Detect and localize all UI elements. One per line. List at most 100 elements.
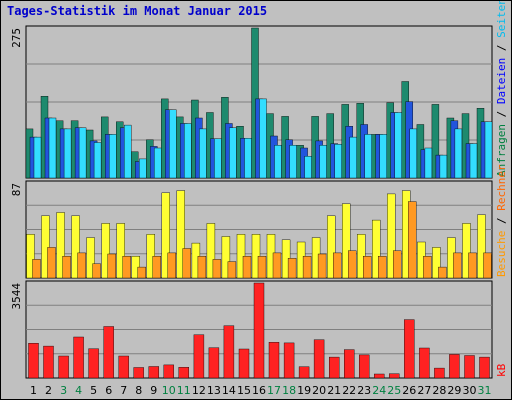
bar-kb-day-1: [28, 343, 39, 379]
bar-kb-day-10: [163, 364, 175, 379]
bar-seiten-day-1: [33, 136, 42, 179]
bar-rechner-day-6: [107, 253, 116, 279]
bar-seiten-day-6: [108, 134, 117, 179]
bar-seiten-day-5: [93, 142, 102, 179]
bar-seiten-day-27: [424, 147, 433, 179]
bar-seiten-day-28: [439, 154, 448, 179]
bar-rechner-day-14: [227, 261, 237, 279]
bar-seiten-day-2: [48, 117, 57, 179]
bar-rechner-day-21: [333, 252, 342, 279]
bar-kb-day-29: [449, 354, 460, 379]
bar-besuche-day-11: [176, 190, 186, 279]
bar-kb-day-31: [479, 356, 490, 379]
bar-rechner-day-2: [47, 247, 56, 279]
legend-text: Anfragen: [495, 124, 508, 177]
bar-rechner-day-26: [408, 201, 417, 279]
bar-kb-day-9: [148, 366, 160, 379]
bar-besuche-day-4: [71, 215, 80, 279]
ytick-middle: 87: [10, 183, 23, 196]
bar-besuche-day-28: [432, 247, 441, 279]
bar-seiten-day-14: [229, 127, 237, 179]
bar-seiten-day-31: [484, 121, 493, 179]
legend-bottom: kB: [495, 363, 508, 377]
day-label-9: 9: [150, 384, 157, 397]
bar-kb-day-3: [58, 355, 69, 379]
bar-kb-day-7: [118, 355, 129, 379]
bar-seiten-day-26: [409, 128, 417, 179]
bar-kb-day-16: [253, 282, 265, 379]
day-label-11: 11: [177, 384, 191, 397]
bar-seiten-day-8: [138, 158, 147, 179]
day-label-17: 17: [267, 384, 281, 397]
day-label-1: 1: [30, 384, 37, 397]
bar-besuche-day-2: [41, 215, 50, 279]
bar-kb-day-11: [178, 367, 190, 379]
day-label-19: 19: [297, 384, 311, 397]
legend-text: Rechner: [495, 164, 508, 211]
bar-seiten-day-30: [469, 143, 478, 179]
bar-besuche-day-6: [101, 223, 110, 279]
bar-kb-day-25: [389, 373, 400, 379]
bar-kb-day-27: [419, 347, 430, 379]
bar-kb-day-18: [283, 342, 295, 379]
day-label-5: 5: [90, 384, 97, 397]
bar-seiten-day-10: [169, 109, 177, 179]
bar-rechner-day-28: [438, 266, 447, 279]
day-label-20: 20: [312, 384, 326, 397]
bar-seiten-day-25: [394, 112, 402, 179]
day-label-29: 29: [447, 384, 461, 397]
day-label-8: 8: [135, 384, 142, 397]
day-label-27: 27: [417, 384, 431, 397]
bar-besuche-day-14: [221, 236, 231, 279]
bar-besuche-day-21: [327, 215, 336, 279]
bar-rechner-day-27: [423, 255, 432, 279]
bar-seiten-day-9: [154, 147, 162, 179]
bar-rechner-day-3: [62, 255, 71, 279]
bar-kb-day-14: [223, 325, 235, 379]
bar-seiten-day-21: [334, 143, 342, 179]
bar-rechner-day-22: [348, 250, 357, 279]
bar-besuche-day-25: [387, 193, 396, 279]
legend-top: Anfragen / Dateien / Seiten: [495, 1, 508, 177]
bar-seiten-day-12: [199, 128, 207, 179]
bar-besuche-day-10: [161, 192, 171, 279]
bar-kb-day-15: [238, 348, 250, 379]
bar-kb-day-12: [193, 334, 205, 379]
day-label-18: 18: [282, 384, 296, 397]
bar-rechner-day-8: [137, 266, 146, 279]
day-label-12: 12: [192, 384, 206, 397]
bar-seiten-day-7: [123, 124, 132, 179]
day-label-14: 14: [222, 384, 236, 397]
bar-besuche-day-24: [372, 219, 381, 279]
legend-text: kB: [495, 363, 508, 377]
bar-rechner-day-30: [468, 252, 477, 279]
bar-kb-day-8: [133, 367, 144, 379]
bar-seiten-day-29: [454, 128, 463, 179]
bar-besuche-day-22: [342, 203, 351, 279]
bar-rechner-day-18: [287, 258, 297, 279]
bar-rechner-day-12: [197, 255, 207, 279]
bar-besuche-day-3: [56, 212, 65, 279]
bar-rechner-day-13: [212, 259, 222, 279]
bar-seiten-day-15: [244, 137, 252, 179]
bar-kb-day-5: [88, 348, 99, 379]
bar-kb-day-20: [313, 339, 325, 379]
legend-text: /: [495, 38, 508, 58]
bar-rechner-day-10: [167, 252, 177, 279]
bar-seiten-day-17: [274, 145, 282, 179]
bar-kb-day-28: [434, 367, 445, 379]
bar-kb-day-24: [374, 373, 385, 379]
bar-seiten-day-24: [379, 134, 387, 179]
bar-rechner-day-24: [378, 255, 387, 279]
day-label-2: 2: [45, 384, 52, 397]
legend-text: /: [495, 211, 508, 231]
bar-kb-day-4: [73, 336, 84, 379]
bar-seiten-day-19: [304, 155, 312, 179]
legend-middle: Besuche / Rechner: [495, 164, 508, 277]
day-label-21: 21: [327, 384, 341, 397]
ytick-top: 275: [10, 28, 23, 48]
bar-rechner-day-17: [272, 252, 282, 279]
day-label-22: 22: [342, 384, 356, 397]
bar-kb-day-6: [103, 326, 114, 379]
